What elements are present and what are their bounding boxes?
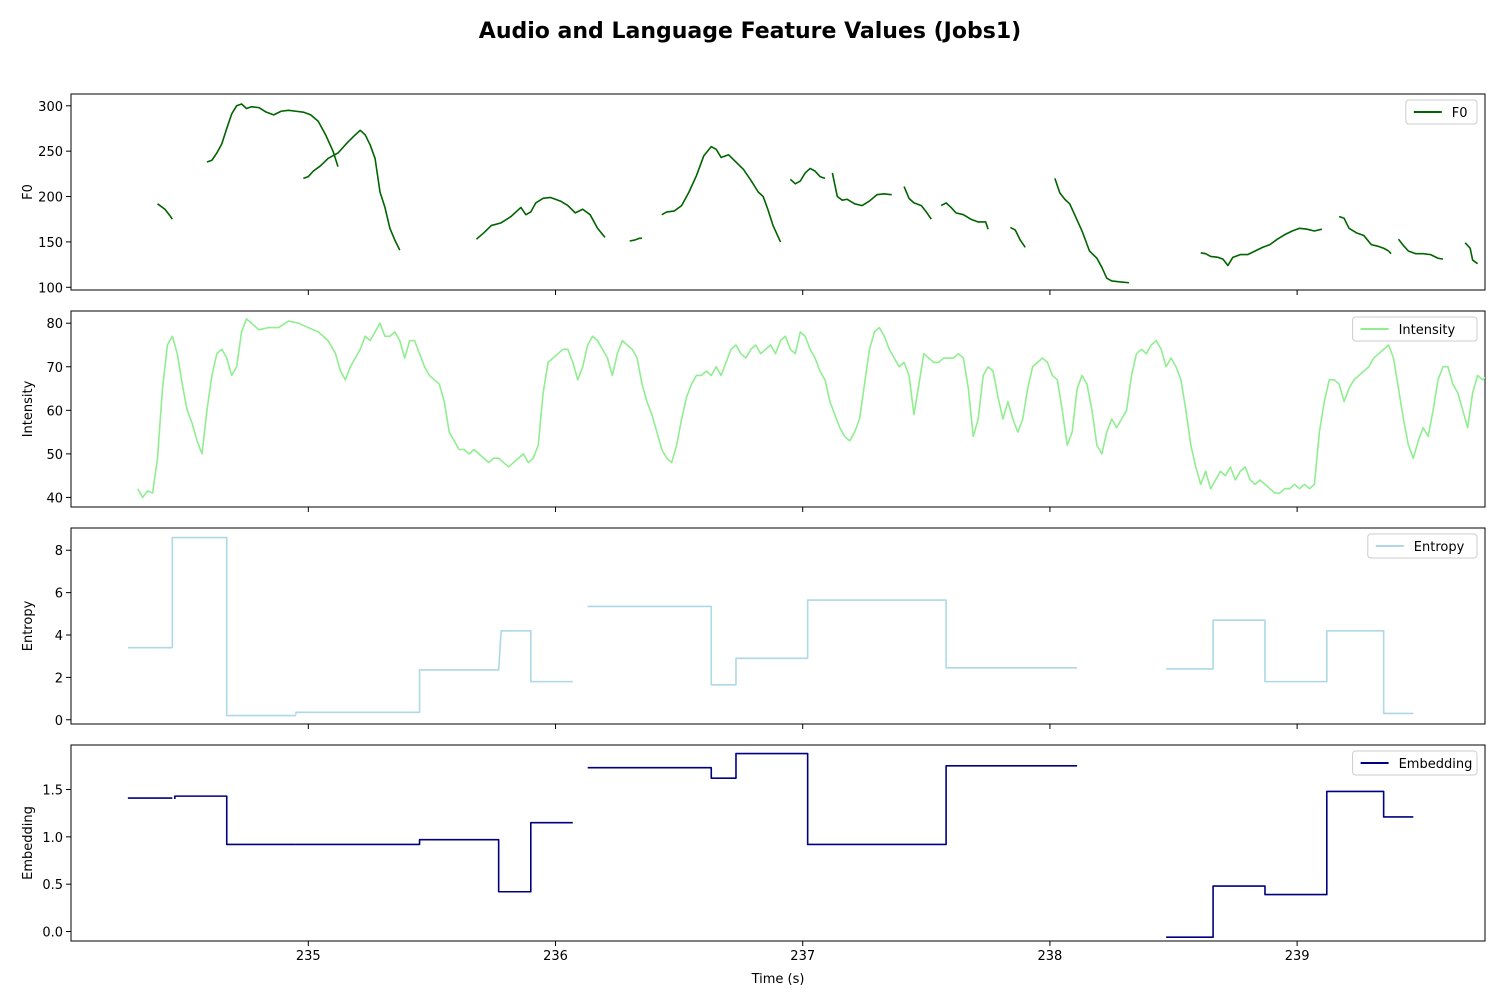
y-tick-label: 0.5 <box>42 878 63 893</box>
y-tick-label: 1.0 <box>42 831 63 846</box>
y-tick-label: 60 <box>46 404 63 419</box>
y-tick-label: 6 <box>55 587 63 602</box>
series-entropy <box>127 536 1414 717</box>
legend-intensity: Intensity <box>1352 316 1478 342</box>
legend-label: Embedding <box>1399 757 1473 772</box>
legend-label: Intensity <box>1399 323 1456 338</box>
y-tick-label: 50 <box>46 448 63 463</box>
series-line <box>157 203 174 220</box>
panel-entropy: 0 2 4 6 8 Entropy Entropy <box>21 527 1486 729</box>
x-axis-label: Time (s) <box>751 972 805 987</box>
series-line <box>1009 226 1026 248</box>
y-tick-label: 100 <box>38 281 63 296</box>
y-tick-label: 80 <box>46 317 63 332</box>
series-line <box>1338 215 1392 255</box>
y-tick-label: 250 <box>38 145 63 160</box>
y-axis-label: Intensity <box>21 380 36 437</box>
y-tick-label: 0.0 <box>42 926 63 941</box>
series-line <box>587 752 1078 846</box>
x-tick-label: 235 <box>296 949 321 964</box>
y-tick-label: 70 <box>46 361 63 376</box>
x-tick-label: 239 <box>1285 949 1310 964</box>
series-line <box>903 186 932 220</box>
panel-frame <box>70 744 1486 942</box>
y-tick-label: 40 <box>46 491 63 506</box>
legend-label: Entropy <box>1414 540 1465 555</box>
panel-intensity: 40 50 60 70 80 Intensity Intensity <box>21 310 1486 512</box>
panel-frame <box>70 93 1486 291</box>
series-line <box>1200 227 1323 267</box>
series-f0 <box>157 103 1479 284</box>
series-line <box>171 536 296 717</box>
series-line <box>206 103 339 167</box>
series-line <box>303 129 401 251</box>
y-axis-label: F0 <box>21 184 36 200</box>
series-line <box>1054 178 1130 284</box>
legend-entropy: Entropy <box>1367 533 1478 559</box>
series-embedding <box>127 752 1414 939</box>
series-line <box>1166 790 1414 939</box>
series-line <box>661 145 782 243</box>
y-axis-label: Entropy <box>21 600 36 651</box>
series-line <box>831 172 892 207</box>
x-tick-label: 237 <box>790 949 815 964</box>
panel-embedding: 0.0 0.5 1.0 1.5 235 236 237 238 239 Embedding Embe… <box>21 744 1486 964</box>
series-line <box>789 167 826 185</box>
panel-f0: 100 150 200 250 300 F0 F0 <box>21 93 1486 296</box>
y-tick-label: 8 <box>55 544 63 559</box>
chart-title: Audio and Language Feature Values (Jobs1… <box>479 19 1021 44</box>
x-tick-label: 236 <box>543 949 568 964</box>
legend-label: F0 <box>1452 106 1468 121</box>
legend-box <box>1352 316 1478 342</box>
series-line <box>295 629 573 715</box>
series-line <box>629 237 643 242</box>
y-tick-label: 4 <box>55 629 63 644</box>
series-line <box>587 599 1078 686</box>
y-tick-label: 300 <box>38 100 63 115</box>
y-tick-label: 0 <box>55 714 63 729</box>
y-tick-label: 2 <box>55 671 63 686</box>
panel-frame <box>70 310 1486 508</box>
series-line <box>1464 242 1479 265</box>
y-tick-label: 200 <box>38 191 63 206</box>
y-axis-label: Embedding <box>21 806 36 880</box>
legend-embedding: Embedding <box>1352 750 1478 776</box>
legend-f0: F0 <box>1405 99 1478 125</box>
panel-frame <box>70 527 1486 725</box>
x-tick-label: 238 <box>1038 949 1063 964</box>
y-tick-label: 150 <box>38 236 63 251</box>
y-tick-label: 1.5 <box>42 784 63 799</box>
series-line <box>137 318 1485 499</box>
series-intensity <box>137 318 1485 499</box>
panels: 100150200250300F0F04050607080IntensityIn… <box>21 93 1486 964</box>
series-line <box>174 795 296 846</box>
series-line <box>295 821 573 893</box>
legend-box <box>1367 533 1478 559</box>
legend-box <box>1352 750 1478 776</box>
series-line <box>475 196 606 240</box>
series-line <box>1397 238 1444 260</box>
series-line <box>1166 619 1414 715</box>
series-line <box>940 202 989 230</box>
